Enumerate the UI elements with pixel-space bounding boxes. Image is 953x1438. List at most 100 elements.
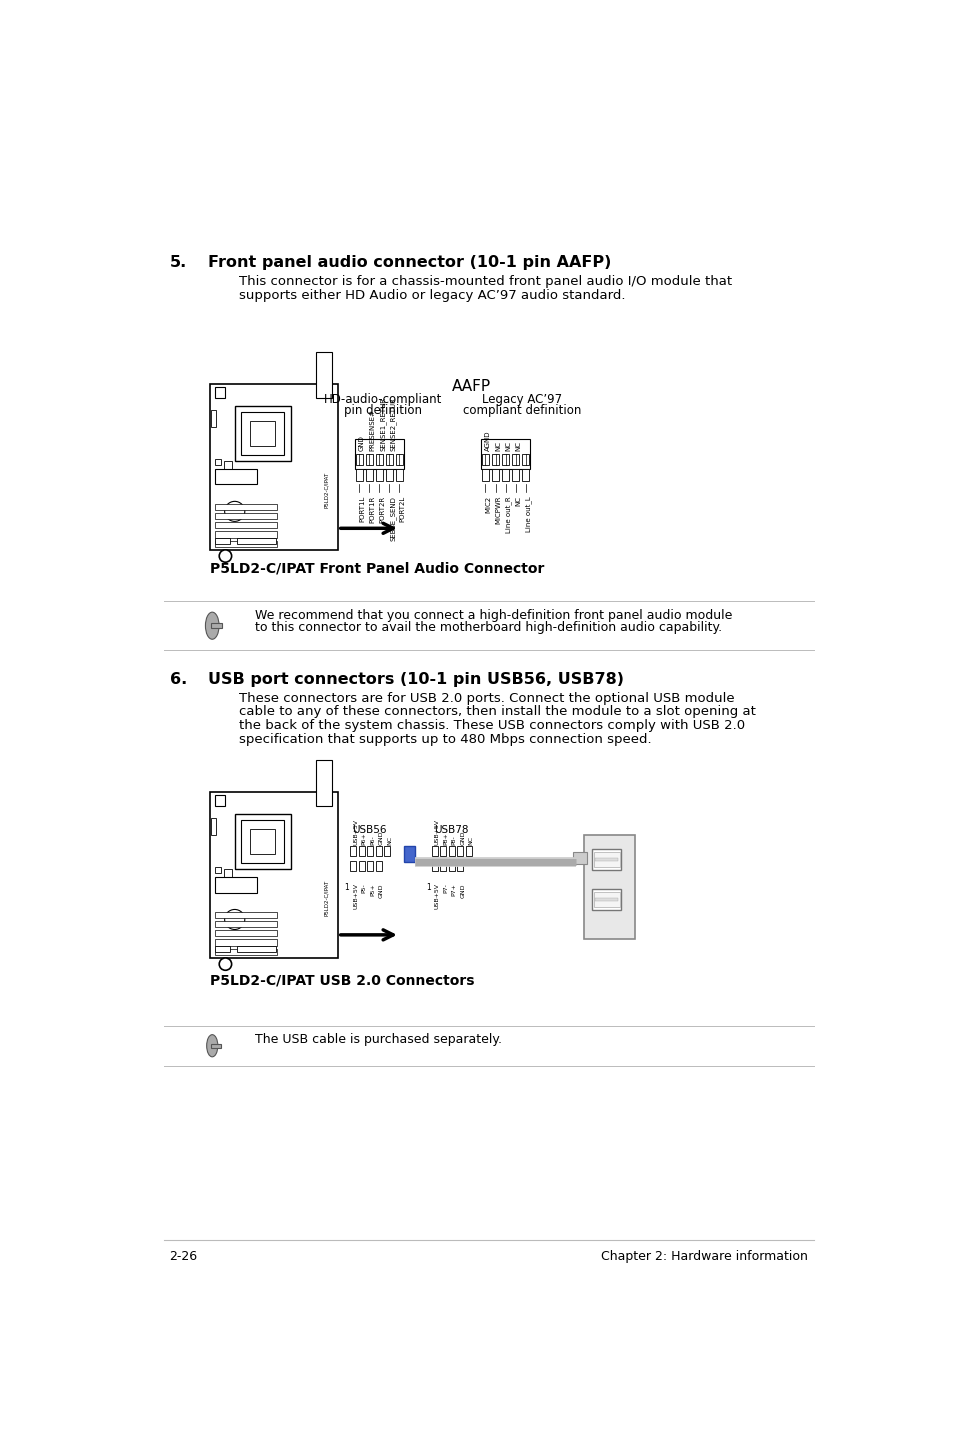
Text: USB78: USB78: [434, 825, 468, 834]
Bar: [214, 930, 276, 936]
Text: GND: GND: [378, 883, 383, 897]
Bar: [355, 453, 362, 464]
Bar: [583, 835, 634, 939]
Text: SEBSE_SEND: SEBSE_SEND: [389, 496, 395, 541]
Text: P5+: P5+: [370, 883, 375, 896]
Bar: [480, 439, 530, 469]
Bar: [448, 847, 455, 856]
Bar: [358, 861, 365, 871]
Bar: [210, 792, 337, 958]
Text: USB+5V: USB+5V: [435, 818, 439, 844]
Text: NC: NC: [516, 441, 521, 452]
Bar: [315, 761, 332, 807]
Bar: [234, 406, 291, 462]
Text: AGND: AGND: [485, 431, 491, 452]
Bar: [572, 853, 586, 864]
Bar: [384, 847, 390, 856]
Bar: [350, 847, 356, 856]
Bar: [465, 847, 472, 856]
Text: Front panel audio connector (10-1 pin AAFP): Front panel audio connector (10-1 pin AA…: [208, 255, 611, 270]
Text: P5LD2-C/IPAT USB 2.0 Connectors: P5LD2-C/IPAT USB 2.0 Connectors: [210, 974, 474, 988]
Bar: [365, 453, 373, 464]
Bar: [375, 861, 381, 871]
Text: P7+: P7+: [452, 883, 456, 896]
Bar: [395, 453, 402, 464]
Bar: [241, 820, 284, 863]
Bar: [214, 877, 257, 893]
Bar: [214, 867, 220, 873]
Bar: [214, 920, 276, 928]
Bar: [224, 462, 232, 469]
Bar: [210, 384, 337, 549]
Circle shape: [224, 502, 245, 522]
Text: USB+5V: USB+5V: [353, 818, 358, 844]
Bar: [375, 847, 381, 856]
Ellipse shape: [205, 613, 219, 640]
Text: P5LD2-C/IPAT: P5LD2-C/IPAT: [324, 880, 329, 916]
Bar: [236, 946, 275, 952]
Text: pin definition: pin definition: [343, 404, 421, 417]
Bar: [214, 795, 225, 807]
Bar: [250, 421, 274, 446]
Bar: [595, 858, 618, 861]
Text: NC: NC: [387, 835, 392, 844]
Bar: [367, 847, 373, 856]
Text: GND: GND: [378, 830, 383, 844]
Bar: [385, 453, 393, 464]
Bar: [214, 949, 276, 955]
Text: NC: NC: [495, 441, 501, 452]
Bar: [214, 541, 276, 546]
Text: 5.: 5.: [170, 255, 187, 270]
Text: P5-: P5-: [361, 883, 367, 893]
Text: compliant definition: compliant definition: [462, 404, 580, 417]
Text: SENSE1_RETUR: SENSE1_RETUR: [379, 397, 386, 452]
Text: P8+: P8+: [443, 833, 448, 844]
Bar: [214, 469, 257, 485]
Bar: [481, 469, 488, 480]
Circle shape: [219, 549, 232, 562]
Bar: [492, 453, 498, 464]
Text: USB port connectors (10-1 pin USB56, USB78): USB port connectors (10-1 pin USB56, USB…: [208, 672, 623, 686]
Bar: [365, 469, 373, 480]
Bar: [236, 538, 275, 544]
Text: PORT2R: PORT2R: [379, 496, 385, 523]
Ellipse shape: [207, 1035, 217, 1057]
Text: P8-: P8-: [452, 835, 456, 844]
Text: P5LD2-C/IPAT Front Panel Audio Connector: P5LD2-C/IPAT Front Panel Audio Connector: [210, 561, 544, 575]
Bar: [355, 469, 362, 480]
Bar: [214, 939, 276, 946]
Text: 2-26: 2-26: [170, 1250, 197, 1263]
Bar: [403, 847, 415, 861]
Bar: [439, 861, 446, 871]
Bar: [212, 410, 216, 427]
Text: 1: 1: [426, 883, 431, 892]
Polygon shape: [211, 623, 222, 628]
Text: Chapter 2: Hardware information: Chapter 2: Hardware information: [600, 1250, 807, 1263]
Text: This connector is for a chassis-mounted front panel audio I/O module that: This connector is for a chassis-mounted …: [239, 275, 732, 288]
Bar: [214, 532, 276, 538]
Bar: [214, 459, 220, 464]
Bar: [501, 469, 509, 480]
Bar: [224, 870, 232, 877]
Bar: [212, 818, 216, 835]
Bar: [431, 861, 437, 871]
Text: NC: NC: [468, 835, 474, 844]
Text: MICPWR: MICPWR: [495, 496, 501, 525]
Text: 1: 1: [344, 883, 349, 892]
Bar: [214, 503, 276, 510]
Text: AAFP: AAFP: [452, 380, 491, 394]
Bar: [512, 469, 518, 480]
Text: These connectors are for USB 2.0 ports. Connect the optional USB module: These connectors are for USB 2.0 ports. …: [239, 692, 734, 705]
Bar: [521, 453, 529, 464]
Bar: [350, 861, 356, 871]
Text: PORT1R: PORT1R: [369, 496, 375, 523]
Bar: [358, 847, 365, 856]
Text: SENSE2_RETUR: SENSE2_RETUR: [389, 397, 395, 452]
Text: PORT1L: PORT1L: [358, 496, 365, 522]
Bar: [512, 453, 518, 464]
Text: P7-: P7-: [443, 883, 448, 893]
Text: USB+5V: USB+5V: [353, 883, 358, 909]
Bar: [456, 861, 463, 871]
Circle shape: [219, 958, 232, 971]
Bar: [250, 830, 274, 854]
